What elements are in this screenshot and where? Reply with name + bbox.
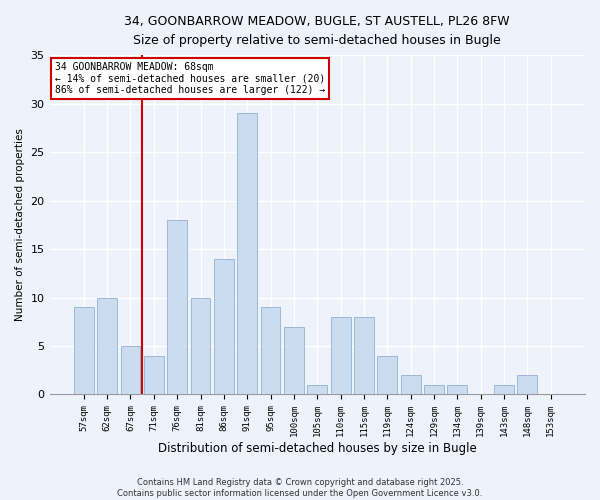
Bar	[97, 298, 117, 394]
Bar	[331, 317, 350, 394]
Bar	[260, 307, 280, 394]
Title: 34, GOONBARROW MEADOW, BUGLE, ST AUSTELL, PL26 8FW
Size of property relative to : 34, GOONBARROW MEADOW, BUGLE, ST AUSTELL…	[124, 15, 510, 47]
Bar	[167, 220, 187, 394]
Bar	[377, 356, 397, 395]
Bar	[424, 385, 444, 394]
Bar	[448, 385, 467, 394]
X-axis label: Distribution of semi-detached houses by size in Bugle: Distribution of semi-detached houses by …	[158, 442, 476, 455]
Bar	[401, 375, 421, 394]
Text: 34 GOONBARROW MEADOW: 68sqm
← 14% of semi-detached houses are smaller (20)
86% o: 34 GOONBARROW MEADOW: 68sqm ← 14% of sem…	[55, 62, 325, 95]
Text: Contains HM Land Registry data © Crown copyright and database right 2025.
Contai: Contains HM Land Registry data © Crown c…	[118, 478, 482, 498]
Bar	[214, 258, 234, 394]
Bar	[307, 385, 327, 394]
Bar	[494, 385, 514, 394]
Bar	[74, 307, 94, 394]
Bar	[284, 326, 304, 394]
Bar	[121, 346, 140, 395]
Bar	[238, 114, 257, 394]
Bar	[517, 375, 538, 394]
Y-axis label: Number of semi-detached properties: Number of semi-detached properties	[15, 128, 25, 321]
Bar	[191, 298, 211, 394]
Bar	[144, 356, 164, 395]
Bar	[354, 317, 374, 394]
